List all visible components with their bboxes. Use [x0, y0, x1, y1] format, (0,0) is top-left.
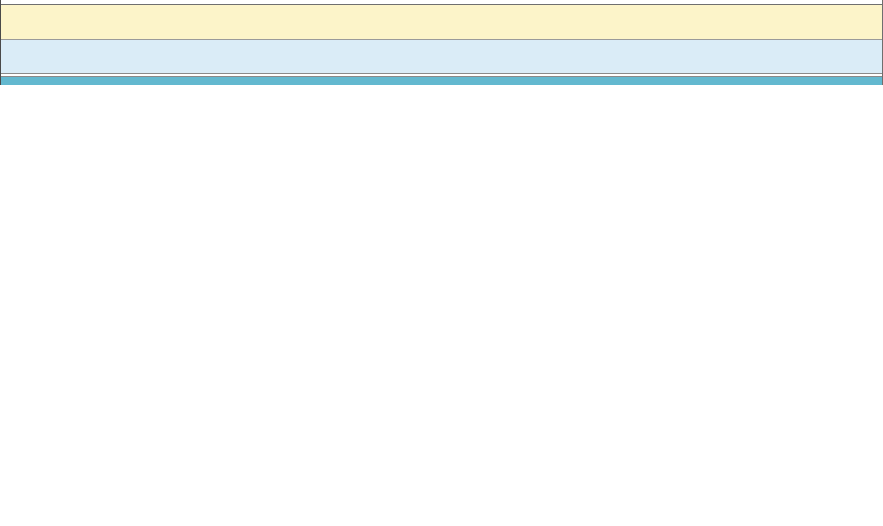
- futures-quotes-panel: [0, 0, 883, 85]
- product-name-row: [1, 5, 882, 40]
- subtotal-open-interest: [735, 39, 882, 74]
- aluminum-futures-table: [1, 5, 882, 74]
- product-name-label: [1, 5, 882, 40]
- next-section-header-strip: [1, 76, 882, 85]
- subtotal-volume: [661, 39, 736, 74]
- table-body: [1, 5, 882, 40]
- subtotal-label: [1, 39, 662, 74]
- previous-section-bottom-strip: [1, 0, 882, 5]
- subtotal-row: [1, 39, 882, 74]
